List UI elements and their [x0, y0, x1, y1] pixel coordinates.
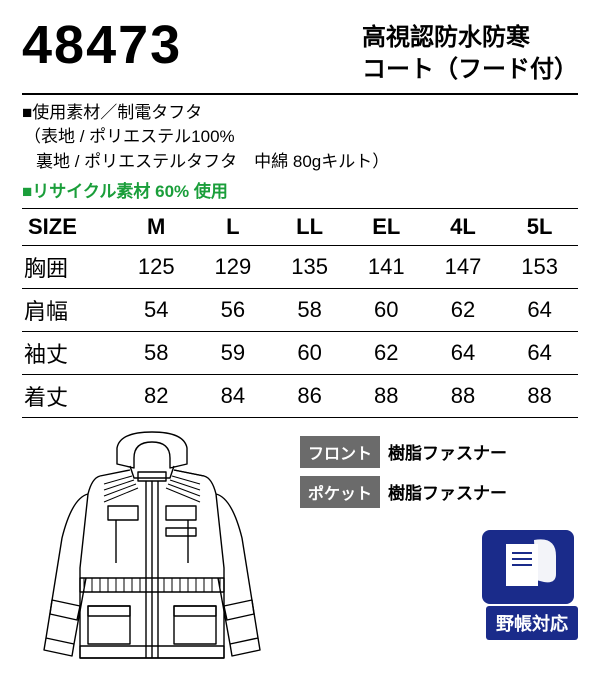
notebook-icon: [478, 526, 578, 608]
jacket-illustration: [22, 428, 282, 693]
size-cell: 125: [118, 245, 195, 288]
size-cell: 153: [501, 245, 578, 288]
product-name-line2: コート（フード付）: [362, 56, 578, 83]
size-header-cell: 4L: [425, 208, 502, 245]
size-row: 着丈828486888888: [22, 374, 578, 417]
size-cell: 88: [501, 374, 578, 417]
divider: [22, 93, 578, 95]
size-header-cell: LL: [271, 208, 348, 245]
size-row-label: 着丈: [22, 374, 118, 417]
size-header-cell: EL: [348, 208, 425, 245]
header: 48473 高視認防水防寒 コート（フード付）: [22, 18, 578, 87]
size-cell: 86: [271, 374, 348, 417]
front-tag-label: フロント: [300, 436, 380, 468]
size-cell: 60: [348, 288, 425, 331]
size-header-row: SIZE M L LL EL 4L 5L: [22, 208, 578, 245]
size-row: 胸囲125129135141147153: [22, 245, 578, 288]
size-cell: 62: [425, 288, 502, 331]
product-name: 高視認防水防寒 コート（フード付）: [362, 22, 578, 87]
lower-section: フロント 樹脂ファスナー ポケット 樹脂ファスナー: [22, 428, 578, 693]
product-name-line1: 高視認防水防寒: [362, 24, 530, 51]
size-row-label: 袖丈: [22, 331, 118, 374]
pocket-tag-row: ポケット 樹脂ファスナー: [300, 476, 578, 508]
size-cell: 88: [425, 374, 502, 417]
front-tag-value: 樹脂ファスナー: [388, 439, 507, 464]
size-table: SIZE M L LL EL 4L 5L 胸囲12512913514114715…: [22, 208, 578, 418]
size-cell: 84: [195, 374, 272, 417]
size-header-cell: SIZE: [22, 208, 118, 245]
size-cell: 62: [348, 331, 425, 374]
size-cell: 58: [271, 288, 348, 331]
size-cell: 58: [118, 331, 195, 374]
size-cell: 147: [425, 245, 502, 288]
pocket-tag-value: 樹脂ファスナー: [388, 479, 507, 504]
size-cell: 141: [348, 245, 425, 288]
recycle-note: ■リサイクル素材 60% 使用: [22, 177, 578, 202]
material-line3: 裏地 / ポリエステルタフタ 中綿 80gキルト）: [22, 150, 578, 175]
size-cell: 54: [118, 288, 195, 331]
front-tag-row: フロント 樹脂ファスナー: [300, 436, 578, 468]
size-cell: 82: [118, 374, 195, 417]
size-row: 袖丈585960626464: [22, 331, 578, 374]
size-cell: 135: [271, 245, 348, 288]
product-code: 48473: [22, 18, 182, 72]
size-row: 肩幅545658606264: [22, 288, 578, 331]
field-badge-text: 野帳対応: [486, 606, 578, 640]
size-header-cell: 5L: [501, 208, 578, 245]
material-block: ■使用素材／制電タフタ （表地 / ポリエステル100% 裏地 / ポリエステル…: [22, 101, 578, 175]
size-cell: 64: [501, 331, 578, 374]
size-cell: 88: [348, 374, 425, 417]
field-notebook-badge: 野帳対応: [300, 526, 578, 640]
size-cell: 60: [271, 331, 348, 374]
size-header-cell: M: [118, 208, 195, 245]
material-heading: ■使用素材／制電タフタ: [22, 101, 578, 126]
size-cell: 64: [425, 331, 502, 374]
size-row-label: 肩幅: [22, 288, 118, 331]
tags-column: フロント 樹脂ファスナー ポケット 樹脂ファスナー: [300, 428, 578, 640]
size-row-label: 胸囲: [22, 245, 118, 288]
material-line2: （表地 / ポリエステル100%: [22, 125, 578, 150]
size-cell: 56: [195, 288, 272, 331]
size-header-cell: L: [195, 208, 272, 245]
size-cell: 129: [195, 245, 272, 288]
pocket-tag-label: ポケット: [300, 476, 380, 508]
size-cell: 59: [195, 331, 272, 374]
size-cell: 64: [501, 288, 578, 331]
